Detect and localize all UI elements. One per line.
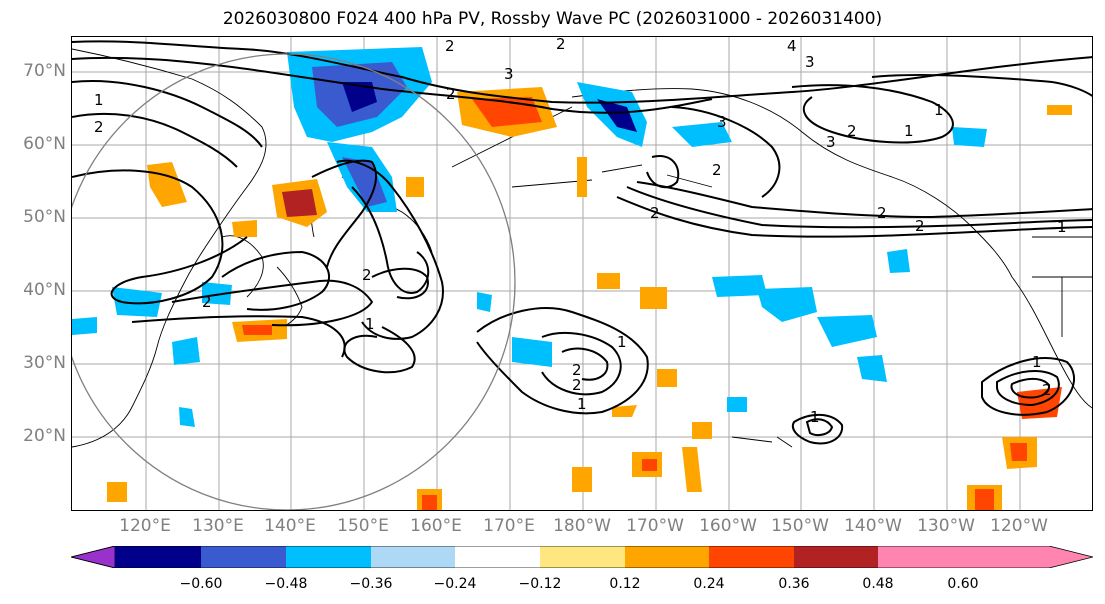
colorbar-segment: [201, 546, 286, 568]
contour-label: 1: [1032, 353, 1042, 371]
positive-pv-anomalies: [107, 87, 1072, 510]
lat-label-40n: 40°N: [23, 280, 66, 300]
contour-label: 1: [934, 101, 944, 119]
lat-label-50n: 50°N: [23, 207, 66, 227]
contour-label: 1: [94, 91, 104, 109]
contour-label: 2: [915, 217, 925, 235]
colorbar-extend-high: [878, 546, 1093, 568]
contour-label: 2: [1042, 381, 1052, 399]
map-panel: 2 2 4 3 1 2 2 3 1 2 2 2 2 2 2 1 2 2 1 1 …: [71, 36, 1093, 511]
colorbar-segment: [371, 546, 455, 568]
lon-label-120e: 120°E: [119, 516, 171, 536]
colorbar-tick-label: −0.36: [349, 576, 393, 592]
contour-label: 2: [847, 122, 857, 140]
colorbar-tick-label: 0.24: [693, 576, 725, 592]
colorbar-tick-label: −0.12: [518, 576, 562, 592]
contour-label: 2: [94, 118, 104, 136]
contour-label: 3: [504, 65, 514, 83]
contour-label: 1: [617, 333, 627, 351]
contour-label: 2: [712, 161, 722, 179]
colorbar-segment: [709, 546, 794, 568]
colorbar-tick-label: 0.12: [609, 576, 641, 592]
contour-label: 2: [572, 376, 582, 394]
colorbar-tick-label: 0.60: [947, 576, 979, 592]
region-circle: [72, 53, 516, 510]
colorbar-segment: [540, 546, 625, 568]
lon-label-130e: 130°E: [192, 516, 244, 536]
contour-label: 2: [202, 293, 212, 311]
contour-label: 2: [446, 85, 456, 103]
lat-label-30n: 30°N: [23, 353, 66, 373]
colorbar-tick-label: −0.48: [264, 576, 308, 592]
colorbar-segment: [115, 546, 201, 568]
lon-label-170e: 170°E: [483, 516, 535, 536]
colorbar-segment: [455, 546, 540, 568]
contour-label: 2: [445, 37, 455, 55]
contour-label: 1: [810, 408, 820, 426]
lat-label-60n: 60°N: [23, 134, 66, 154]
chart-title: 2026030800 F024 400 hPa PV, Rossby Wave …: [222, 9, 883, 29]
lon-label-170w: 170°W: [626, 516, 684, 536]
contour-label: 1: [1057, 218, 1067, 236]
colorbar-extend-low: [71, 546, 116, 568]
contour-label: 2: [877, 204, 887, 222]
contour-label: 1: [365, 315, 375, 333]
colorbar-tick-label: 0.36: [778, 576, 810, 592]
lon-label-130w: 130°W: [917, 516, 975, 536]
lon-label-120w: 120°W: [990, 516, 1048, 536]
contour-label: 3: [717, 113, 727, 131]
lon-label-160w: 160°W: [699, 516, 757, 536]
lat-label-20n: 20°N: [23, 426, 66, 446]
lon-label-150w: 150°W: [771, 516, 829, 536]
contour-label: 4: [787, 37, 797, 55]
contour-label: 2: [362, 266, 372, 284]
contour-label-group: 2 2 4 3 1 2 2 3 1 2 2 2 2 2 2 1 2 2 1 1 …: [94, 37, 1067, 426]
colorbar: [71, 546, 1093, 568]
lon-label-140w: 140°W: [844, 516, 902, 536]
contour-label: 2: [572, 361, 582, 379]
colorbar-segment: [794, 546, 878, 568]
colorbar-segment: [286, 546, 371, 568]
negative-pv-anomalies: [72, 47, 987, 427]
contour-label: 2: [650, 204, 660, 222]
lon-label-160e: 160°E: [410, 516, 462, 536]
contour-label: 2: [556, 37, 566, 53]
lon-label-140e: 140°E: [264, 516, 316, 536]
lon-label-180w: 180°W: [553, 516, 611, 536]
colorbar-segment: [625, 546, 709, 568]
lat-label-70n: 70°N: [23, 61, 66, 81]
contour-label: 1: [904, 122, 914, 140]
colorbar-tick-label: −0.24: [433, 576, 477, 592]
contour-label: 3: [826, 133, 836, 151]
contour-label: 3: [805, 53, 815, 71]
lon-label-150e: 150°E: [337, 516, 389, 536]
colorbar-tick-label: 0.48: [862, 576, 894, 592]
rossby-wave-contours: [72, 40, 1092, 445]
map-canvas: 2 2 4 3 1 2 2 3 1 2 2 2 2 2 2 1 2 2 1 1 …: [72, 37, 1092, 510]
colorbar-tick-label: −0.60: [179, 576, 223, 592]
contour-label: 1: [577, 395, 587, 413]
